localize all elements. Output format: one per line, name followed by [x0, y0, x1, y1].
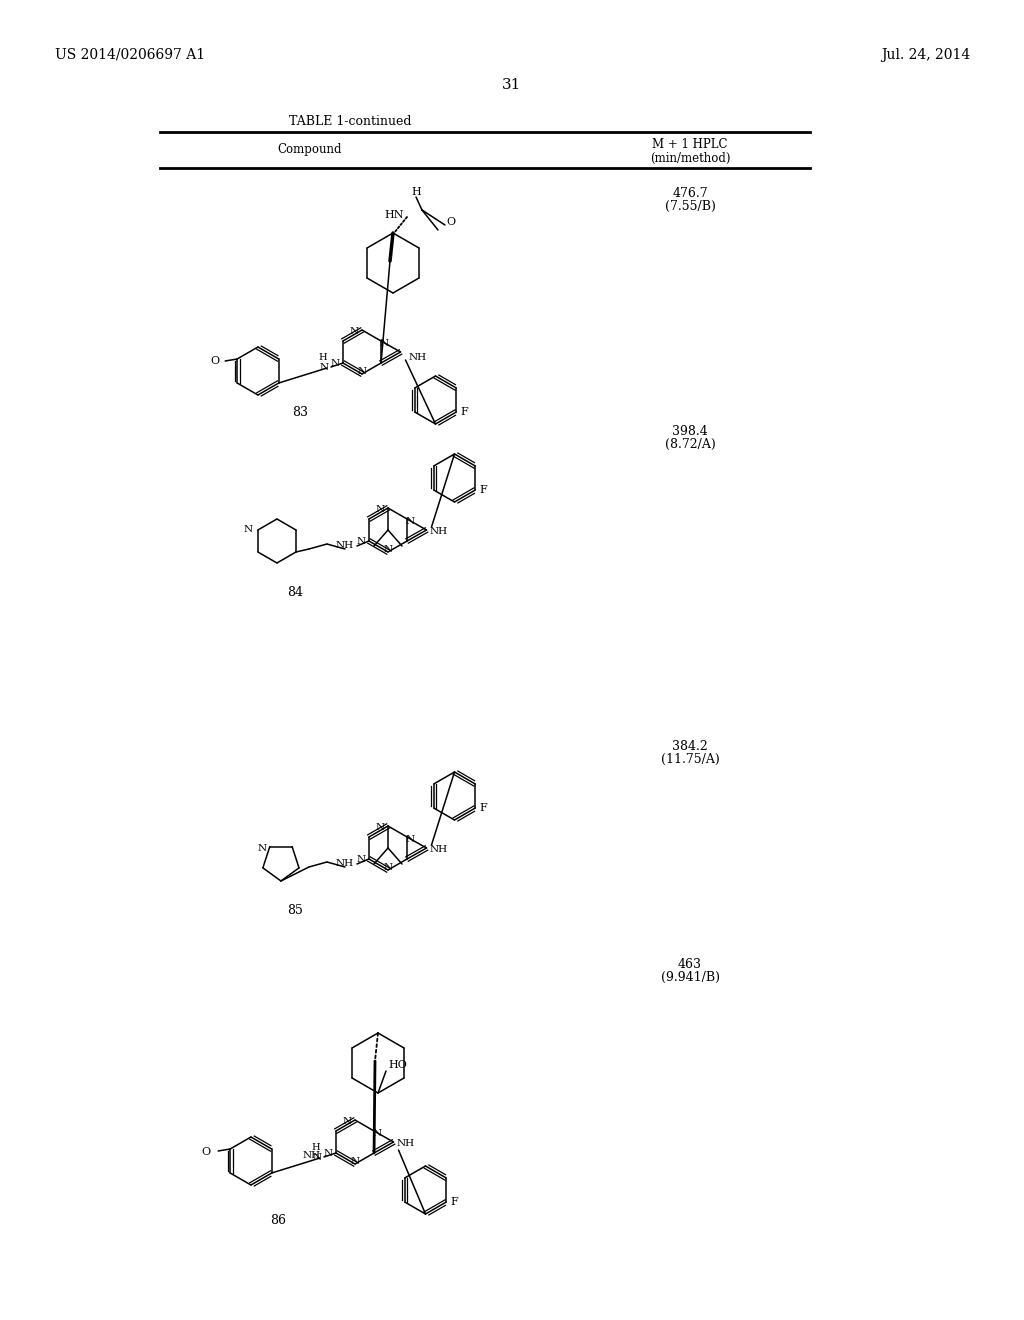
Text: (7.55/B): (7.55/B) — [665, 201, 716, 213]
Text: N: N — [343, 1118, 352, 1126]
Text: (8.72/A): (8.72/A) — [665, 438, 716, 451]
Text: N: N — [406, 836, 415, 845]
Text: N: N — [244, 525, 253, 535]
Text: 85: 85 — [287, 903, 303, 916]
Text: N: N — [324, 1148, 333, 1158]
Text: (11.75/A): (11.75/A) — [660, 752, 720, 766]
Text: US 2014/0206697 A1: US 2014/0206697 A1 — [55, 48, 205, 62]
Text: F: F — [479, 803, 487, 813]
Text: (9.941/B): (9.941/B) — [660, 972, 720, 983]
Text: 476.7: 476.7 — [672, 187, 708, 201]
Text: NH: NH — [429, 528, 447, 536]
Text: N: N — [376, 506, 385, 515]
Text: NH: NH — [409, 352, 427, 362]
Text: H: H — [318, 352, 328, 362]
Text: NH: NH — [429, 846, 447, 854]
Text: N: N — [383, 863, 392, 873]
Text: O: O — [201, 1147, 210, 1158]
Text: 384.2: 384.2 — [672, 741, 708, 752]
Text: 463: 463 — [678, 958, 702, 972]
Text: N: N — [356, 854, 366, 863]
Text: 398.4: 398.4 — [672, 425, 708, 438]
Text: F: F — [451, 1197, 458, 1206]
Text: O: O — [210, 356, 219, 366]
Text: N: N — [373, 1130, 382, 1138]
Text: NH: NH — [396, 1139, 415, 1148]
Text: NH: NH — [336, 859, 354, 869]
Text: 86: 86 — [270, 1213, 286, 1226]
Text: F: F — [461, 407, 468, 417]
Text: HN: HN — [384, 210, 404, 220]
Text: N: N — [383, 545, 392, 554]
Text: N: N — [312, 1152, 322, 1162]
Text: TABLE 1-continued: TABLE 1-continued — [289, 115, 412, 128]
Text: NH: NH — [336, 541, 354, 550]
Text: N: N — [350, 1158, 359, 1167]
Text: H: H — [411, 187, 421, 197]
Text: Compound: Compound — [278, 143, 342, 156]
Text: N: N — [357, 367, 367, 376]
Text: N: N — [350, 327, 359, 337]
Text: M + 1 HPLC: M + 1 HPLC — [652, 139, 728, 150]
Text: N: N — [376, 824, 385, 833]
Text: N: N — [356, 536, 366, 545]
Text: 83: 83 — [292, 407, 308, 420]
Text: NH: NH — [303, 1151, 321, 1160]
Text: O: O — [446, 216, 456, 227]
Text: N: N — [406, 517, 415, 527]
Text: N: N — [380, 339, 389, 348]
Text: 31: 31 — [503, 78, 521, 92]
Text: F: F — [479, 484, 487, 495]
Text: HO: HO — [388, 1060, 407, 1071]
Text: N: N — [258, 843, 267, 853]
Text: (min/method): (min/method) — [650, 152, 730, 165]
Text: H: H — [311, 1143, 321, 1151]
Text: 84: 84 — [287, 586, 303, 598]
Text: Jul. 24, 2014: Jul. 24, 2014 — [881, 48, 970, 62]
Text: N: N — [319, 363, 329, 371]
Text: N: N — [331, 359, 340, 367]
